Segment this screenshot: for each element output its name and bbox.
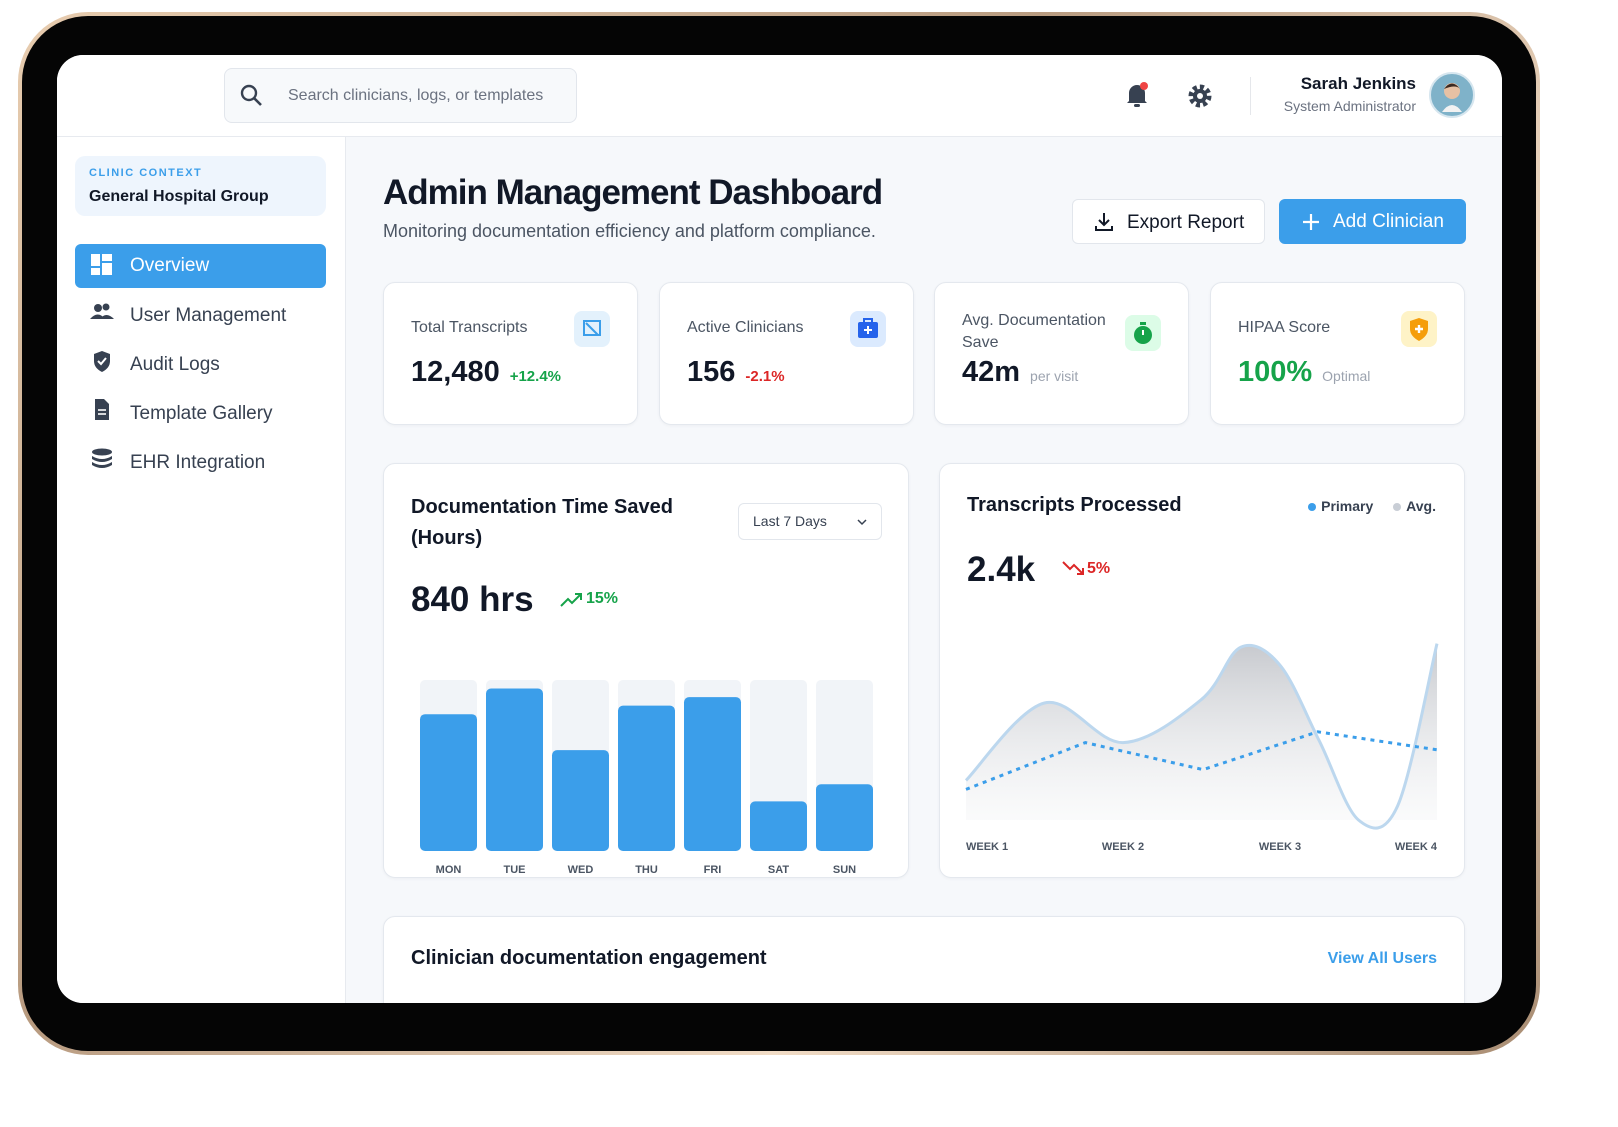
trend-down-icon <box>1062 561 1084 575</box>
legend-label: Primary <box>1321 498 1374 514</box>
stat-number: 42m <box>962 356 1021 388</box>
page-title: Admin Management Dashboard <box>383 173 883 212</box>
section-title: Clinician documentation engagement <box>411 947 767 969</box>
user-name: Sarah Jenkins <box>1300 74 1416 93</box>
stat-card: Total Transcripts 12,480 +12.4% <box>383 282 638 425</box>
stat-icon <box>1401 311 1437 347</box>
stat-value: 12,480 +12.4% <box>411 356 561 389</box>
stat-change: per visit <box>1030 368 1079 384</box>
export-button[interactable]: Export Report <box>1072 199 1265 244</box>
stat-label: HIPAA Score <box>1238 319 1331 336</box>
plus-icon <box>1303 214 1319 230</box>
clinic-context[interactable]: CLINIC CONTEXT General Hospital Group <box>75 156 326 216</box>
view-all-link[interactable]: View All Users <box>1327 950 1437 967</box>
legend-swatch <box>1393 503 1402 511</box>
stat-value: 156 -2.1% <box>687 356 785 389</box>
chart-title: Transcripts Processed <box>967 494 1182 516</box>
stat-value: 42m per visit <box>962 356 1078 389</box>
download-icon <box>1095 213 1113 231</box>
stat-card: HIPAA Score 100% Optimal <box>1210 282 1465 425</box>
nav-item[interactable]: Template Gallery <box>130 403 273 424</box>
search-icon <box>240 84 262 106</box>
settings-icon[interactable] <box>1186 82 1214 110</box>
chart-change: 5% <box>1087 560 1111 577</box>
stat-number: 12,480 <box>411 356 500 388</box>
nav-item[interactable]: Audit Logs <box>130 354 220 375</box>
search-box[interactable]: Search clinicians, logs, or templates <box>224 68 577 123</box>
trend-up-icon <box>560 593 582 607</box>
stat-icon <box>574 311 610 347</box>
user-role: System Administrator <box>1283 98 1416 114</box>
stat-label: Avg. Documentation Save <box>962 312 1106 351</box>
range-dropdown[interactable]: Last 7 Days <box>738 503 882 540</box>
nav-item[interactable]: User Management <box>130 305 287 326</box>
chart-change: 15% <box>586 590 619 607</box>
engagement-card: Clinician documentation engagement View … <box>383 916 1465 1003</box>
stat-change: Optimal <box>1322 368 1371 384</box>
legend-label: Avg. <box>1406 498 1436 514</box>
bar-chart-card: Documentation Time Saved (Hours) Last 7 … <box>383 463 909 878</box>
page-subtitle: Monitoring documentation efficiency and … <box>383 221 876 241</box>
chart-headline: 840 hrs <box>411 580 534 619</box>
divider <box>1250 77 1251 115</box>
bell-icon[interactable] <box>1123 81 1151 109</box>
legend: Primary Avg. <box>1308 498 1436 514</box>
stat-number: 100% <box>1238 356 1313 388</box>
context-label: CLINIC CONTEXT <box>89 167 203 179</box>
stat-change: +12.4% <box>509 368 561 385</box>
stat-change: -2.1% <box>745 368 785 385</box>
user-info: Sarah Jenkins System Administrator <box>1284 74 1416 114</box>
chart-title: Documentation Time Saved (Hours) <box>411 496 673 549</box>
chart-headline: 2.4k <box>967 550 1036 589</box>
nav-item[interactable]: EHR Integration <box>130 452 266 473</box>
context-name: General Hospital Group <box>89 188 269 205</box>
stat-icon <box>1125 315 1161 351</box>
chevron <box>857 519 867 526</box>
line-chart-card: Transcripts Processed Primary Avg. 2.4k … <box>939 463 1465 878</box>
stat-value: 100% Optimal <box>1238 356 1370 389</box>
stat-card: Active Clinicians 156 -2.1% <box>659 282 914 425</box>
stat-label: Total Transcripts <box>411 319 528 336</box>
stat-label: Active Clinicians <box>687 319 804 336</box>
screen: Search clinicians, logs, or templates Sa… <box>57 55 1502 1003</box>
stat-icon <box>850 311 886 347</box>
nav-item[interactable]: Overview <box>75 244 326 288</box>
stat-number: 156 <box>687 356 736 388</box>
legend-swatch <box>1308 503 1317 511</box>
nav-icons <box>90 254 114 468</box>
avatar[interactable] <box>1429 72 1475 118</box>
stat-card: Avg. Documentation Save 42m per visit <box>934 282 1189 425</box>
